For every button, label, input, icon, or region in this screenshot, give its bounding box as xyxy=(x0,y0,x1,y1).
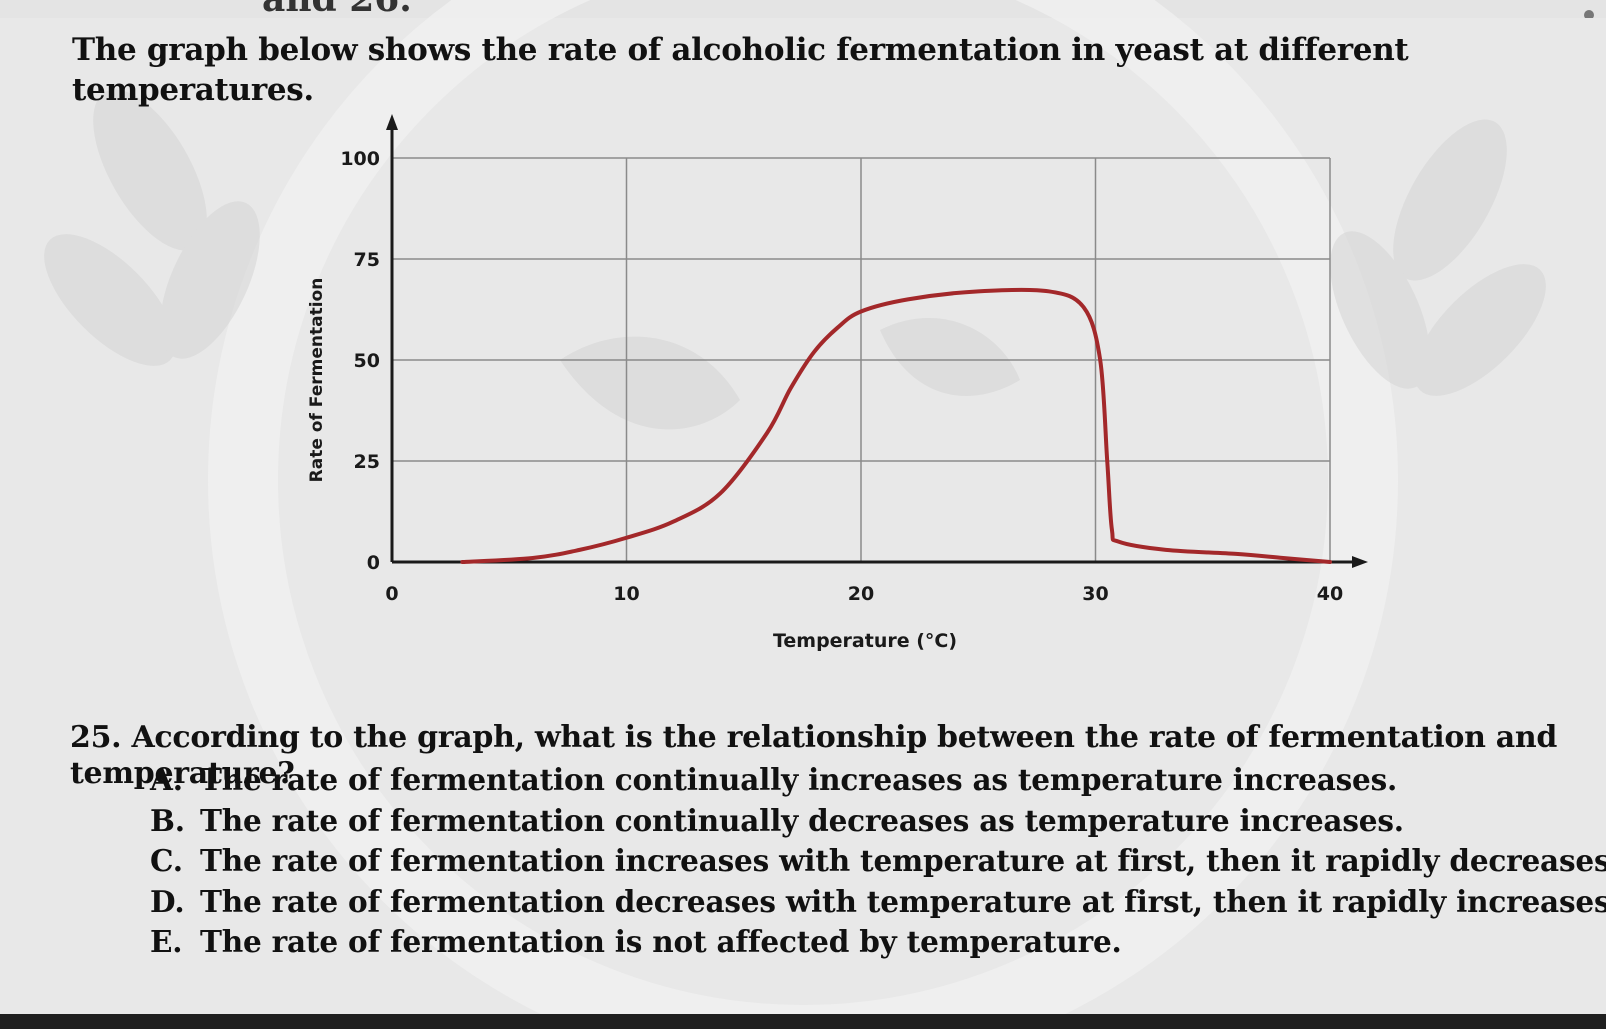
x-tick-label: 30 xyxy=(1082,583,1108,605)
chart-series xyxy=(460,287,1332,564)
option-letter: C. xyxy=(150,843,183,878)
option-text: The rate of fermentation increases with … xyxy=(200,843,1606,878)
chart-gridlines xyxy=(392,157,1331,562)
chart-axes xyxy=(386,114,1368,568)
option-text: The rate of fermentation continually dec… xyxy=(200,802,1404,838)
x-tick-label: 0 xyxy=(385,583,398,605)
option-a[interactable]: A. The rate of fermentation continually i… xyxy=(150,760,1550,801)
fermentation-chart: 0 25 50 75 100 0 10 20 30 40 Rate of Fermentation… xyxy=(307,114,1368,652)
chart-tick-labels: 0 25 50 75 100 0 10 20 30 40 xyxy=(340,148,1343,605)
option-text: The rate of fermentation continually inc… xyxy=(200,762,1398,797)
option-text: The rate of fermentation decreases with … xyxy=(200,883,1606,919)
y-tick-label: 0 xyxy=(367,552,380,574)
y-axis-label: Rate of Fermentation xyxy=(307,278,327,483)
fermentation-rate-line xyxy=(460,287,1332,564)
x-tick-label: 40 xyxy=(1317,583,1343,605)
option-letter: A. xyxy=(150,762,183,797)
option-letter: E. xyxy=(150,924,183,959)
x-tick-label: 20 xyxy=(848,583,874,605)
y-tick-label: 50 xyxy=(354,350,380,372)
x-axis-arrow-icon xyxy=(1352,556,1368,568)
question-25: 25. According to the graph, what is the … xyxy=(70,720,1570,792)
answer-options: A. The rate of fermentation continually i… xyxy=(150,760,1606,963)
question-number: 25. xyxy=(70,720,122,755)
x-axis-label: Temperature (°C) xyxy=(773,630,957,652)
y-tick-label: 100 xyxy=(340,148,380,170)
option-letter: B. xyxy=(150,802,185,838)
y-axis-arrow-icon xyxy=(386,114,398,130)
option-c[interactable]: C. The rate of fermentation increases wit… xyxy=(150,841,1606,882)
option-e[interactable]: E. The rate of fermentation is not affect… xyxy=(150,922,1550,963)
intro-text: The graph below shows the rate of alcoho… xyxy=(72,32,1409,108)
x-tick-label: 10 xyxy=(613,583,639,605)
y-tick-label: 25 xyxy=(354,451,380,473)
option-d[interactable]: D. The rate of fermentation decreases wit… xyxy=(150,882,1606,923)
bottom-bar xyxy=(0,1014,1606,1029)
y-tick-label: 75 xyxy=(354,249,380,271)
corner-indicator-icon xyxy=(1584,10,1594,20)
option-b[interactable]: B. The rate of fermentation continually d… xyxy=(150,801,1550,842)
option-letter: D. xyxy=(150,883,185,919)
question-text: According to the graph, what is the rela… xyxy=(70,720,1558,791)
option-text: The rate of fermentation is not affected… xyxy=(200,924,1122,959)
